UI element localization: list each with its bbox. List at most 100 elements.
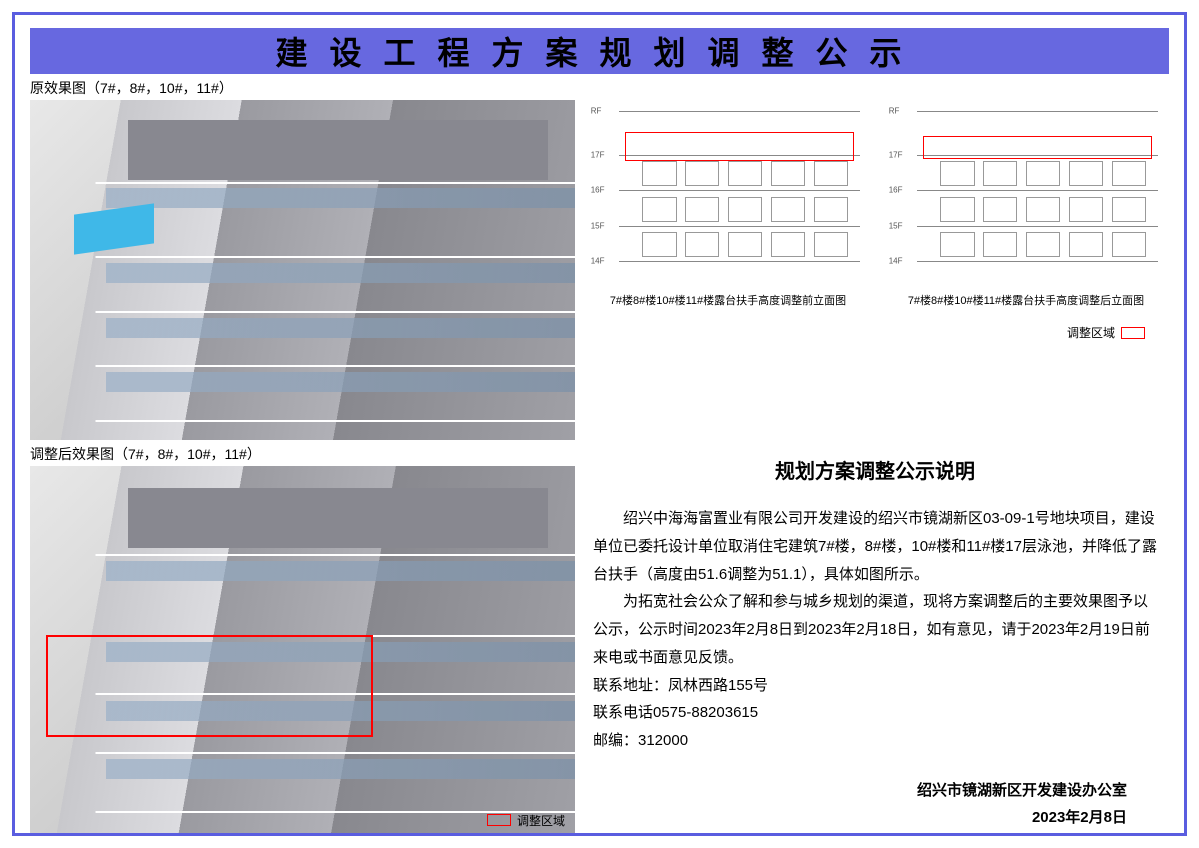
panel-elevations: 14F 15F 16F 17F RF xyxy=(585,78,1169,438)
elevation-after-drawing: 14F 15F 16F 17F RF xyxy=(883,78,1169,286)
rooftop-shape xyxy=(128,120,548,180)
window xyxy=(1026,197,1060,222)
window xyxy=(814,197,848,222)
legend-label: 调整区域 xyxy=(1067,324,1115,341)
window xyxy=(642,232,676,257)
contact-postcode: 邮编：312000 xyxy=(593,727,1157,755)
original-render-image xyxy=(30,100,575,440)
glass-strip xyxy=(106,188,575,208)
contact-address: 联系地址：凤林西路155号 xyxy=(593,672,1157,700)
window xyxy=(728,232,762,257)
window xyxy=(685,232,719,257)
legend-swatch xyxy=(1121,327,1145,339)
window xyxy=(814,161,848,186)
window xyxy=(1112,197,1146,222)
render-legend: 调整区域 xyxy=(487,812,565,829)
floor-edge xyxy=(30,365,575,367)
window xyxy=(1069,161,1103,186)
panel-original-render: 原效果图（7#，8#，10#，11#） xyxy=(30,78,575,438)
window xyxy=(983,197,1017,222)
floor-line xyxy=(619,226,859,227)
panel-adjusted-render: 调整后效果图（7#，8#，10#，11#） 调整区域 xyxy=(30,444,575,831)
window xyxy=(983,232,1017,257)
adjust-highlight xyxy=(923,136,1152,159)
adjusted-render-label: 调整后效果图（7#，8#，10#，11#） xyxy=(30,444,575,464)
explain-paragraph-1: 绍兴中海海富置业有限公司开发建设的绍兴市镜湖新区03-09-1号地块项目，建设单… xyxy=(593,505,1157,588)
window xyxy=(1026,232,1060,257)
window xyxy=(1069,232,1103,257)
floor-edge xyxy=(30,256,575,258)
floor-tag: 14F xyxy=(889,257,903,266)
window xyxy=(642,197,676,222)
window xyxy=(1069,197,1103,222)
title-bar: 建设工程方案规划调整公示 xyxy=(30,28,1169,74)
window xyxy=(1112,232,1146,257)
document-content: 建设工程方案规划调整公示 原效果图（7#，8#，10#，11#） xyxy=(30,28,1169,820)
adjusted-render-image: 调整区域 xyxy=(30,466,575,833)
floor-tag: RF xyxy=(591,107,602,116)
glass-strip xyxy=(106,318,575,338)
signature-block: 绍兴市镜湖新区开发建设办公室 2023年2月8日 xyxy=(593,777,1157,831)
legend-label: 调整区域 xyxy=(517,812,565,829)
glass-strip xyxy=(106,263,575,283)
contact-phone: 联系电话0575-88203615 xyxy=(593,699,1157,727)
glass-strip xyxy=(106,372,575,392)
rooftop-shape xyxy=(128,488,548,548)
page-title: 建设工程方案规划调整公示 xyxy=(275,28,923,74)
floor-line xyxy=(917,261,1157,262)
glass-strip xyxy=(106,561,575,581)
floor-line xyxy=(917,226,1157,227)
original-render-label: 原效果图（7#，8#，10#，11#） xyxy=(30,78,575,98)
window xyxy=(940,161,974,186)
floor-line xyxy=(917,190,1157,191)
explain-heading: 规划方案调整公示说明 xyxy=(593,454,1157,491)
window xyxy=(642,161,676,186)
floor-tag: RF xyxy=(889,107,900,116)
signature-org: 绍兴市镜湖新区开发建设办公室 xyxy=(593,777,1127,804)
floor-line xyxy=(619,261,859,262)
floor-tag: 16F xyxy=(889,186,903,195)
window xyxy=(728,197,762,222)
glass-strip xyxy=(106,759,575,779)
floor-edge xyxy=(30,311,575,313)
window xyxy=(940,232,974,257)
window xyxy=(728,161,762,186)
elevation-before-caption: 7#楼8#楼10#楼11#楼露台扶手高度调整前立面图 xyxy=(610,292,846,308)
window xyxy=(983,161,1017,186)
floor-edge xyxy=(30,420,575,422)
elevation-pair: 14F 15F 16F 17F RF xyxy=(585,78,1169,308)
floor-edge xyxy=(30,554,575,556)
elevation-legend: 调整区域 xyxy=(1067,324,1145,341)
legend-swatch xyxy=(487,814,511,826)
floor-tag: 15F xyxy=(591,221,605,230)
window xyxy=(771,161,805,186)
panel-explanation: 规划方案调整公示说明 绍兴中海海富置业有限公司开发建设的绍兴市镜湖新区03-09… xyxy=(585,444,1169,831)
floor-tag: 17F xyxy=(591,150,605,159)
floor-tag: 14F xyxy=(591,257,605,266)
floor-tag: 17F xyxy=(889,150,903,159)
elevation-before-drawing: 14F 15F 16F 17F RF xyxy=(585,78,871,286)
adjust-highlight xyxy=(46,635,373,738)
floor-tag: 15F xyxy=(889,221,903,230)
window xyxy=(771,197,805,222)
window xyxy=(685,197,719,222)
window xyxy=(1026,161,1060,186)
content-grid: 原效果图（7#，8#，10#，11#） xyxy=(30,78,1169,831)
floor-edge xyxy=(30,752,575,754)
window xyxy=(771,232,805,257)
adjust-highlight xyxy=(625,132,854,161)
elevation-before: 14F 15F 16F 17F RF xyxy=(585,78,871,308)
elevation-after: 14F 15F 16F 17F RF xyxy=(883,78,1169,308)
signature-date: 2023年2月8日 xyxy=(593,804,1127,831)
floor-edge xyxy=(30,182,575,184)
window xyxy=(1112,161,1146,186)
floor-line xyxy=(619,111,859,112)
window xyxy=(814,232,848,257)
floor-line xyxy=(619,190,859,191)
floor-line xyxy=(917,111,1157,112)
window xyxy=(685,161,719,186)
explain-paragraph-2: 为拓宽社会公众了解和参与城乡规划的渠道，现将方案调整后的主要效果图予以公示，公示… xyxy=(593,588,1157,671)
floor-tag: 16F xyxy=(591,186,605,195)
window xyxy=(940,197,974,222)
elevation-after-caption: 7#楼8#楼10#楼11#楼露台扶手高度调整后立面图 xyxy=(908,292,1144,308)
